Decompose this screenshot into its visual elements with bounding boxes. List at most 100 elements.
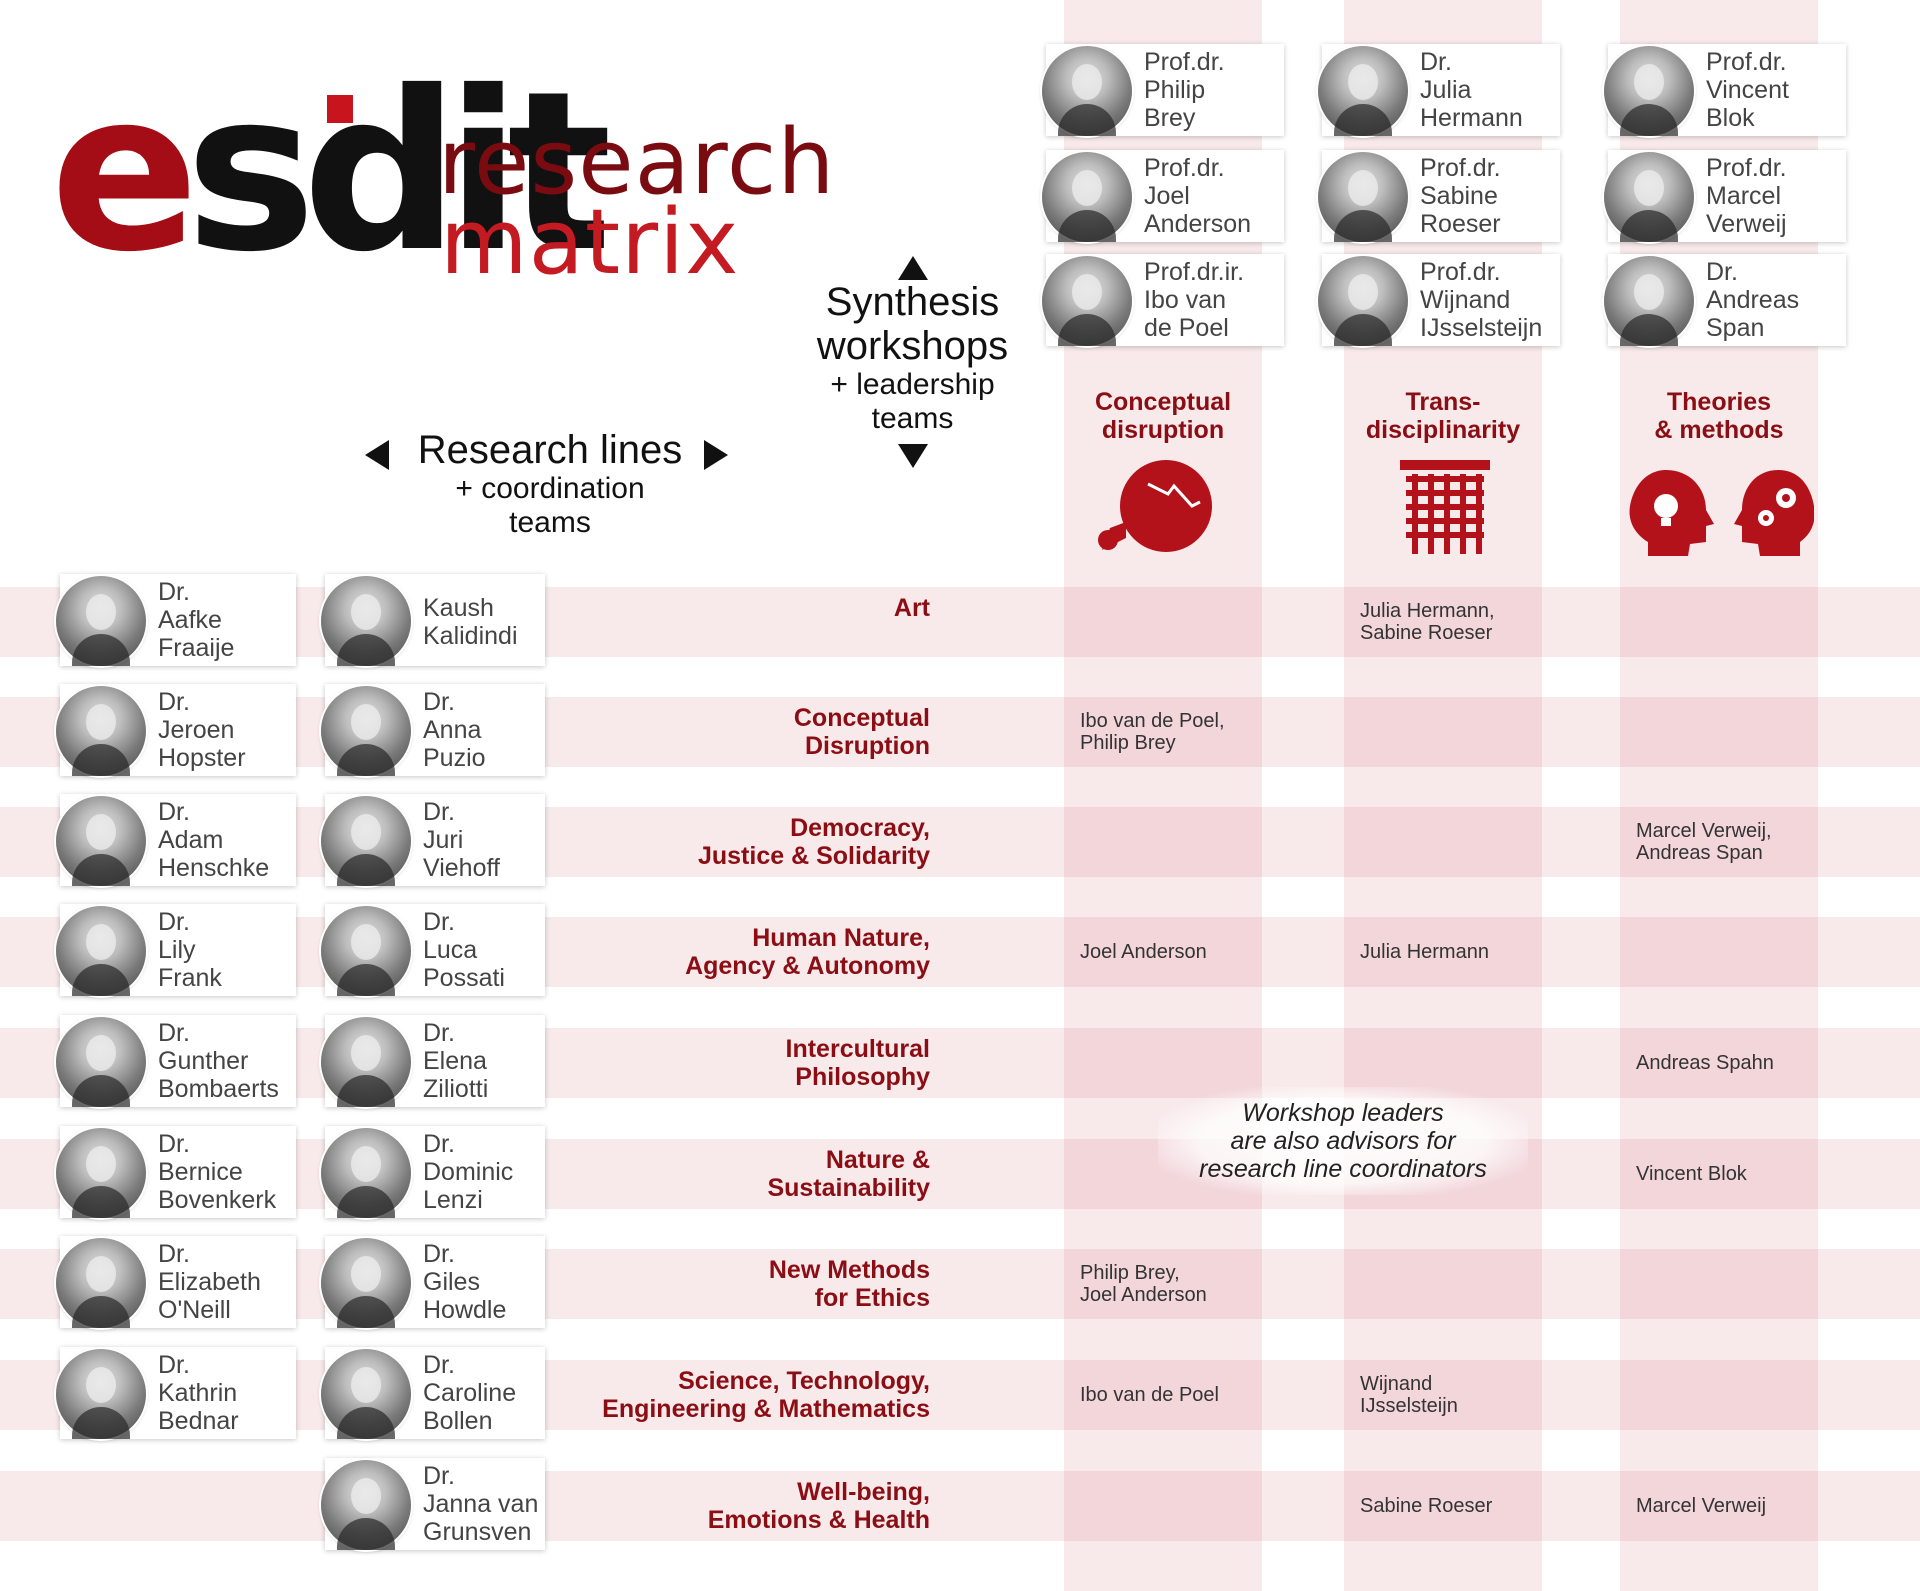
person-name: Dr. Andreas Span (1706, 258, 1800, 342)
theater-masks-icon (938, 590, 1002, 654)
gear-head-icon (1734, 470, 1814, 556)
coordinator-card: Dr. Dominic Lenzi (321, 1126, 545, 1218)
coordinator-card: Dr. Gunther Bombaerts (56, 1015, 296, 1107)
research-line-label: Intercultural Philosophy (785, 1035, 930, 1091)
avatar (1042, 152, 1132, 242)
coordinator-card: Dr. Juri Viehoff (321, 794, 545, 886)
row-band (0, 1471, 1920, 1541)
matrix-cell: Ibo van de Poel, Philip Brey (1080, 710, 1225, 754)
avatar (1604, 46, 1694, 136)
coordinator-card: Dr. Bernice Bovenkerk (56, 1126, 296, 1218)
avatar (321, 796, 411, 886)
person-name: Prof.dr. Vincent Blok (1706, 48, 1789, 132)
leader-card: Prof.dr. Marcel Verweij (1604, 150, 1846, 242)
coordinator-card: Dr. Giles Howdle (321, 1236, 545, 1328)
coordinator-card: Dr. Jeroen Hopster (56, 684, 296, 776)
arrow-down-icon (898, 444, 928, 468)
avatar (1042, 256, 1132, 346)
coordinator-card: Dr. Adam Henschke (56, 794, 296, 886)
research-line-label: Well-being, Emotions & Health (707, 1478, 930, 1534)
row-band (0, 1360, 1920, 1430)
column-header-transdisciplinarity: Trans-disciplinarity (1365, 388, 1521, 444)
leader-card: Prof.dr. Joel Anderson (1042, 150, 1284, 242)
synthesis-label: Synthesis workshops + leadership teams (816, 280, 1009, 435)
heart-hands-icon (938, 1474, 1002, 1538)
coordinator-card: Dr. Luca Possati (321, 904, 545, 996)
column-header-theories: Theories & methods (1654, 388, 1784, 444)
arrow-left-icon (365, 440, 389, 470)
person-name: Dr. Juri Viehoff (423, 798, 500, 882)
avatar (56, 1128, 146, 1218)
person-name: Dr. Gunther Bombaerts (158, 1019, 279, 1103)
column-header-conceptual: Conceptual disruption (1094, 388, 1232, 444)
coordinator-card: Dr. Kathrin Bednar (56, 1347, 296, 1439)
research-lines-label: Research lines + coordination teams (417, 428, 683, 539)
people-icon (938, 920, 1002, 984)
person-name: Dr. Lily Frank (158, 908, 222, 992)
person-name: Dr. Julia Hermann (1420, 48, 1523, 132)
avatar (321, 1238, 411, 1328)
avatar (321, 1349, 411, 1439)
matrix-cell: Vincent Blok (1636, 1163, 1747, 1185)
logo-research: research (438, 110, 836, 215)
woven-grid-icon (1400, 460, 1490, 554)
matrix-cell: Marcel Verweij, Andreas Span (1636, 820, 1772, 864)
row-band (0, 917, 1920, 987)
avatar (56, 576, 146, 666)
globe-icon (938, 1031, 1002, 1095)
row-band (0, 697, 1920, 767)
avatar (1318, 256, 1408, 346)
leader-card: Prof.dr. Vincent Blok (1604, 44, 1846, 136)
row-band (0, 1139, 1920, 1209)
person-name: Dr. Adam Henschke (158, 798, 270, 882)
person-name: Dr. Bernice Bovenkerk (158, 1130, 277, 1214)
stem-icon (938, 1363, 1002, 1427)
houses-icon (938, 810, 1002, 874)
avatar (56, 1349, 146, 1439)
coordinator-card: Dr. Aafke Fraaije (56, 574, 296, 666)
avatar (321, 1017, 411, 1107)
leader-card: Prof.dr. Philip Brey (1042, 44, 1284, 136)
person-name: Prof.dr. Philip Brey (1144, 48, 1225, 132)
coordinator-card: Dr. Lily Frank (56, 904, 296, 996)
research-line-label: Human Nature, Agency & Autonomy (685, 924, 930, 980)
leader-card: Prof.dr.ir. Ibo van de Poel (1042, 254, 1284, 346)
idea-head-icon (1629, 470, 1714, 556)
matrix-cell: Wijnand IJsselsteijn (1360, 1373, 1458, 1417)
leader-card: Prof.dr. Wijnand IJsselsteijn (1318, 254, 1560, 346)
matrix-cell: Marcel Verweij (1636, 1495, 1767, 1517)
row-band (0, 587, 1920, 657)
person-name: Kaush Kalidindi (423, 594, 518, 650)
avatar (1604, 256, 1694, 346)
logo-dot (327, 95, 353, 123)
coordinator-card: Dr. Caroline Bollen (321, 1347, 545, 1439)
matrix-cell: Sabine Roeser (1360, 1495, 1493, 1517)
workshop-leaders-note: Workshop leaders are also advisors for res… (1158, 1087, 1528, 1195)
person-name: Prof.dr.ir. Ibo van de Poel (1144, 258, 1245, 342)
coordinator-card: Dr. Elizabeth O'Neill (56, 1236, 296, 1328)
logo-esdit: esdit (50, 44, 612, 300)
row-band (0, 807, 1920, 877)
person-name: Dr. Caroline Bollen (423, 1351, 517, 1435)
row-band (0, 1028, 1920, 1098)
person-name: Dr. Dominic Lenzi (423, 1130, 514, 1214)
avatar (56, 1017, 146, 1107)
matrix-cell: Julia Hermann (1360, 941, 1489, 963)
person-name: Dr. Janna van Grunsven (423, 1462, 539, 1546)
person-name: Dr. Giles Howdle (423, 1240, 507, 1324)
broken-lightbulb-icon (1098, 460, 1212, 552)
avatar (321, 1128, 411, 1218)
avatar (56, 686, 146, 776)
research-line-label: Democracy, Justice & Solidarity (697, 814, 930, 870)
person-name: Prof.dr. Marcel Verweij (1706, 154, 1787, 238)
person-name: Prof.dr. Sabine Roeser (1420, 154, 1501, 238)
tree-hands-icon (938, 1142, 1002, 1206)
matrix-cell: Julia Hermann, Sabine Roeser (1360, 600, 1495, 644)
avatar (56, 796, 146, 886)
avatar (56, 906, 146, 996)
person-name: Dr. Kathrin Bednar (158, 1351, 239, 1435)
research-line-label: Conceptual Disruption (793, 704, 930, 760)
research-line-label: New Methods for Ethics (768, 1256, 930, 1312)
leader-card: Prof.dr. Sabine Roeser (1318, 150, 1560, 242)
research-line-label: Science, Technology, Engineering & Mathem… (602, 1367, 930, 1423)
